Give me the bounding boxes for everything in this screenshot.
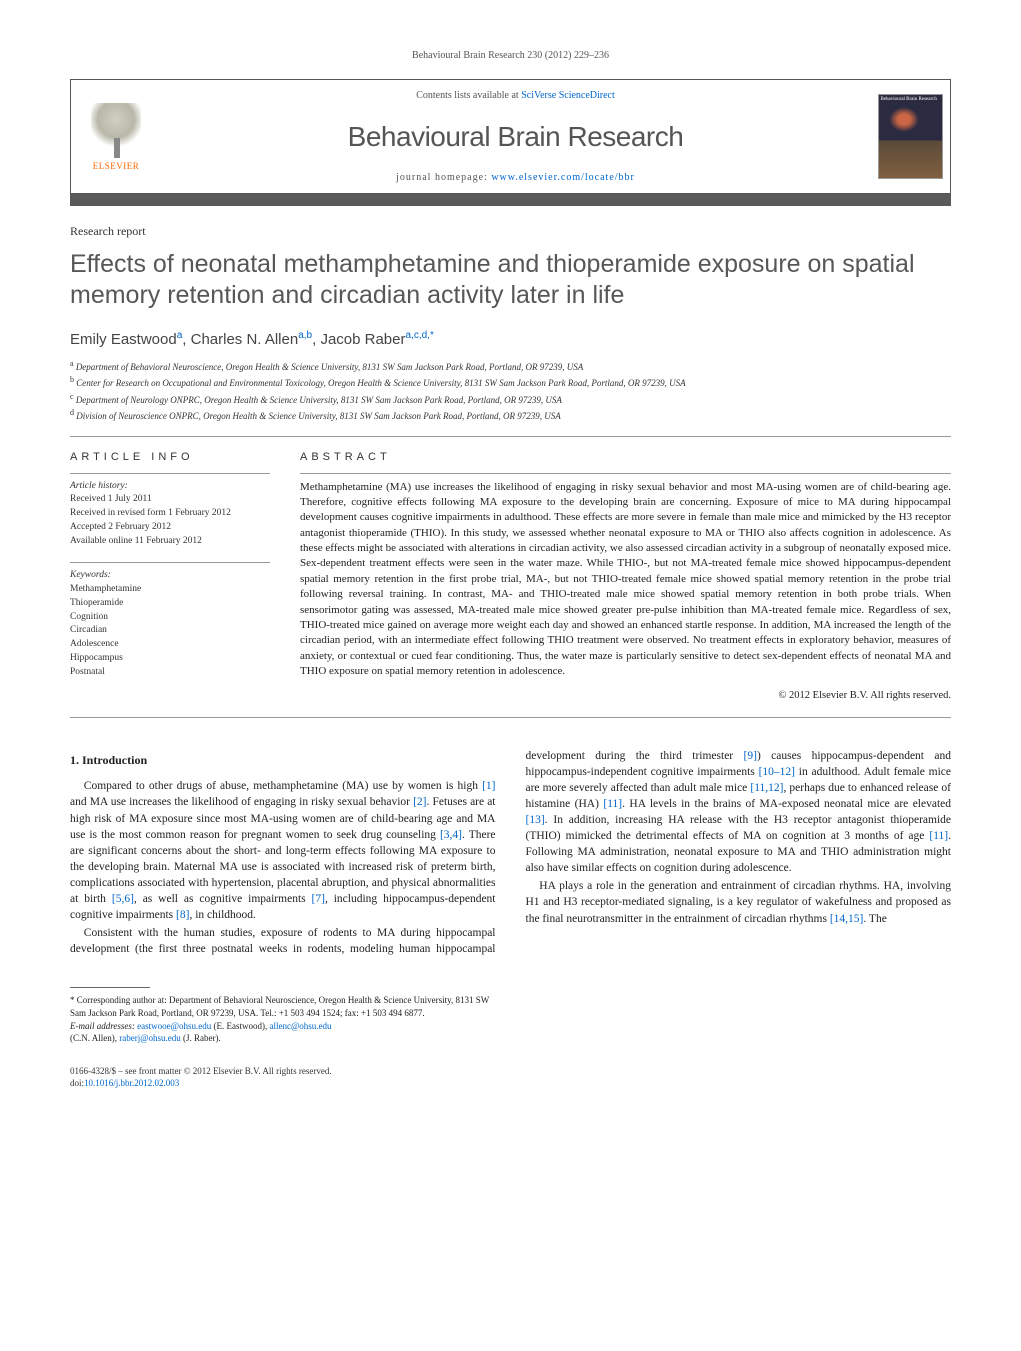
page-footer: 0166-4328/$ – see front matter © 2012 El… — [70, 1065, 951, 1090]
sciencedirect-link[interactable]: SciVerse ScienceDirect — [521, 90, 615, 101]
cite-13[interactable]: [14,15] — [830, 913, 864, 925]
contents-line: Contents lists available at SciVerse Sci… — [416, 90, 615, 101]
cover-thumbnail: Behavioural Brain Research — [870, 80, 950, 193]
corresponding-author: * Corresponding author at: Department of… — [70, 994, 493, 1019]
cite-5[interactable]: [7] — [312, 893, 325, 905]
email-link-3[interactable]: raberj@ohsu.edu — [119, 1033, 181, 1043]
issn-line: 0166-4328/$ – see front matter © 2012 El… — [70, 1065, 951, 1078]
email-addresses: E-mail addresses: eastwooe@ohsu.edu (E. … — [70, 1020, 493, 1045]
cite-6[interactable]: [8] — [176, 909, 189, 921]
cite-8[interactable]: [10–12] — [759, 766, 795, 778]
cite-10[interactable]: [11] — [603, 798, 622, 810]
body-text: 1. Introduction Compared to other drugs … — [70, 748, 951, 958]
authors: Emily Eastwooda, Charles N. Allena,b, Ja… — [70, 330, 951, 348]
affil-a: a Department of Behavioral Neuroscience,… — [70, 358, 951, 375]
email-link-2[interactable]: allenc@ohsu.edu — [269, 1021, 331, 1031]
article-info-heading: ARTICLE INFO — [70, 451, 270, 463]
homepage-line: journal homepage: www.elsevier.com/locat… — [396, 172, 635, 183]
article-type: Research report — [70, 224, 951, 239]
footnotes: * Corresponding author at: Department of… — [70, 994, 493, 1044]
intro-heading: 1. Introduction — [70, 752, 496, 769]
cite-7[interactable]: [9] — [744, 750, 757, 762]
elsevier-tree-icon — [91, 103, 141, 158]
affil-b: b Center for Research on Occupational an… — [70, 374, 951, 391]
cite-2[interactable]: [2] — [413, 796, 426, 808]
journal-name: Behavioural Brain Research — [348, 121, 684, 153]
abstract-text: Methamphetamine (MA) use increases the l… — [300, 480, 951, 680]
footnote-rule — [70, 987, 150, 988]
cite-9[interactable]: [11,12] — [750, 782, 783, 794]
article-history: Article history: Received 1 July 2011 Re… — [70, 480, 270, 549]
doi-line: doi:10.1016/j.bbr.2012.02.003 — [70, 1077, 951, 1090]
journal-reference: Behavioural Brain Research 230 (2012) 22… — [70, 50, 951, 61]
affil-c: c Department of Neurology ONPRC, Oregon … — [70, 391, 951, 408]
article-title: Effects of neonatal methamphetamine and … — [70, 249, 951, 312]
elsevier-logo: ELSEVIER — [71, 80, 161, 193]
email-link-1[interactable]: eastwooe@ohsu.edu — [137, 1021, 211, 1031]
author-2: Charles N. Allena,b — [191, 331, 312, 348]
header-center: Contents lists available at SciVerse Sci… — [161, 80, 870, 193]
cover-image: Behavioural Brain Research — [878, 94, 943, 179]
abstract-heading: ABSTRACT — [300, 451, 951, 463]
affiliations: a Department of Behavioral Neuroscience,… — [70, 358, 951, 424]
journal-header: ELSEVIER Contents lists available at Sci… — [70, 79, 951, 194]
abstract-column: ABSTRACT Methamphetamine (MA) use increa… — [300, 451, 951, 701]
intro-p3: HA plays a role in the generation and en… — [526, 878, 952, 926]
article-info-column: ARTICLE INFO Article history: Received 1… — [70, 451, 270, 701]
cite-11[interactable]: [13] — [526, 814, 545, 826]
cite-12[interactable]: [11] — [929, 830, 948, 842]
homepage-link[interactable]: www.elsevier.com/locate/bbr — [491, 172, 635, 183]
header-bar — [70, 194, 951, 206]
cite-1[interactable]: [1] — [482, 780, 495, 792]
contents-prefix: Contents lists available at — [416, 90, 521, 101]
keywords-block: Keywords: Methamphetamine Thioperamide C… — [70, 569, 270, 679]
homepage-prefix: journal homepage: — [396, 172, 491, 183]
doi-link[interactable]: 10.1016/j.bbr.2012.02.003 — [84, 1078, 179, 1088]
elsevier-label: ELSEVIER — [93, 161, 140, 171]
author-1: Emily Eastwooda — [70, 331, 182, 348]
author-3: Jacob Rabera,c,d,* — [320, 331, 433, 348]
abstract-copyright: © 2012 Elsevier B.V. All rights reserved… — [300, 690, 951, 701]
intro-p1: Compared to other drugs of abuse, metham… — [70, 778, 496, 923]
divider — [70, 436, 951, 437]
affil-d: d Division of Neuroscience ONPRC, Oregon… — [70, 407, 951, 424]
cite-3[interactable]: [3,4] — [440, 829, 462, 841]
cite-4[interactable]: [5,6] — [112, 893, 134, 905]
